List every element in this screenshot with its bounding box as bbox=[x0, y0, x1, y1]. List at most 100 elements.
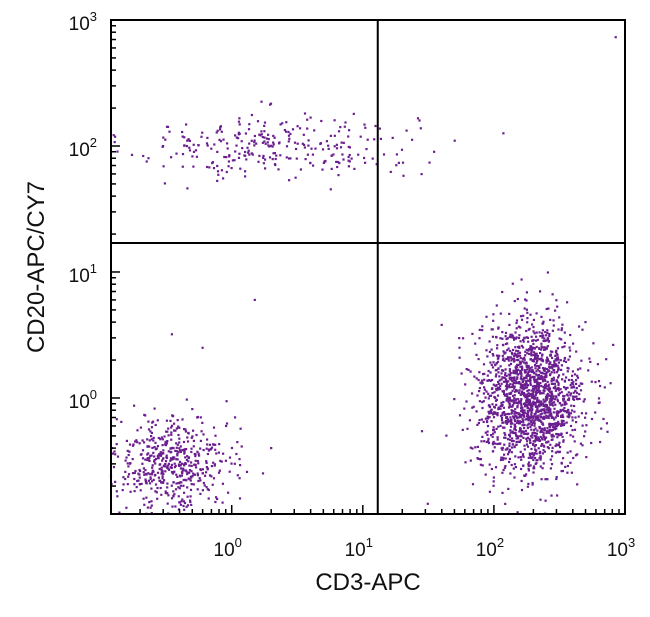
event-point bbox=[173, 456, 176, 459]
event-point bbox=[379, 137, 382, 140]
event-point bbox=[153, 446, 156, 449]
event-point bbox=[574, 389, 577, 392]
event-point bbox=[533, 375, 536, 378]
event-point bbox=[489, 379, 492, 382]
event-point bbox=[491, 392, 494, 395]
event-point bbox=[531, 422, 535, 425]
event-point bbox=[495, 398, 498, 401]
event-point bbox=[400, 148, 404, 151]
event-point bbox=[127, 475, 130, 478]
event-point bbox=[539, 363, 542, 366]
event-point bbox=[501, 354, 504, 357]
event-point bbox=[309, 116, 312, 119]
event-point bbox=[556, 398, 559, 401]
event-point bbox=[515, 412, 518, 415]
event-point bbox=[544, 499, 547, 502]
event-point bbox=[532, 443, 535, 446]
event-point bbox=[143, 503, 146, 506]
event-point bbox=[535, 370, 538, 373]
event-point bbox=[532, 454, 535, 457]
event-point bbox=[226, 147, 229, 150]
event-point bbox=[185, 479, 188, 482]
event-point bbox=[223, 155, 226, 159]
event-point bbox=[548, 401, 551, 404]
event-point bbox=[353, 167, 356, 170]
event-point bbox=[517, 381, 520, 384]
event-point bbox=[542, 389, 545, 392]
event-point bbox=[556, 436, 559, 439]
event-point bbox=[433, 150, 436, 153]
event-point bbox=[289, 132, 292, 135]
event-point bbox=[599, 384, 602, 388]
event-point bbox=[134, 469, 137, 473]
event-point bbox=[508, 460, 511, 464]
event-point bbox=[527, 467, 530, 470]
event-point bbox=[567, 378, 571, 382]
event-point bbox=[237, 120, 241, 123]
event-point bbox=[460, 372, 463, 375]
event-point bbox=[520, 413, 524, 417]
event-point bbox=[170, 156, 173, 159]
event-point bbox=[314, 147, 317, 150]
event-point bbox=[565, 376, 568, 379]
event-point bbox=[560, 422, 563, 425]
event-point bbox=[597, 380, 601, 383]
event-point bbox=[570, 378, 573, 382]
event-point bbox=[531, 393, 534, 396]
event-point bbox=[321, 168, 324, 171]
event-point bbox=[234, 416, 237, 419]
event-point bbox=[562, 440, 565, 443]
event-point bbox=[520, 372, 523, 375]
event-point bbox=[402, 174, 405, 177]
event-point bbox=[474, 446, 477, 449]
event-point bbox=[557, 369, 560, 372]
event-point bbox=[168, 468, 171, 471]
event-point bbox=[515, 349, 518, 352]
event-point bbox=[175, 427, 178, 430]
event-point bbox=[194, 459, 197, 462]
event-point bbox=[511, 383, 514, 386]
event-point bbox=[544, 403, 547, 406]
event-point bbox=[165, 442, 168, 445]
event-point bbox=[563, 395, 566, 398]
event-point bbox=[145, 481, 148, 485]
event-point bbox=[462, 337, 465, 340]
event-point bbox=[580, 359, 583, 362]
event-point bbox=[541, 346, 544, 349]
event-point bbox=[160, 453, 163, 456]
event-point bbox=[364, 161, 367, 164]
event-point bbox=[581, 424, 584, 427]
event-point bbox=[540, 478, 543, 481]
y-tick-label: 100 bbox=[69, 387, 97, 413]
event-point bbox=[567, 416, 571, 419]
event-point bbox=[541, 367, 545, 370]
event-point bbox=[485, 440, 488, 444]
event-point bbox=[525, 394, 528, 397]
event-point bbox=[547, 440, 550, 443]
event-point bbox=[127, 473, 131, 476]
event-point bbox=[579, 442, 582, 445]
event-point bbox=[551, 329, 554, 332]
event-point bbox=[542, 444, 545, 447]
event-point bbox=[560, 327, 563, 330]
event-point bbox=[508, 457, 511, 460]
event-point bbox=[170, 463, 173, 466]
event-point bbox=[572, 456, 575, 460]
event-point bbox=[162, 136, 165, 139]
event-point bbox=[244, 170, 247, 173]
event-point bbox=[565, 410, 568, 413]
event-point bbox=[527, 406, 530, 409]
event-point bbox=[262, 162, 265, 165]
event-point bbox=[166, 482, 169, 485]
event-point bbox=[171, 456, 175, 459]
event-point bbox=[549, 391, 552, 394]
event-point bbox=[532, 378, 536, 381]
event-point bbox=[518, 430, 521, 433]
event-point bbox=[465, 368, 468, 371]
event-point bbox=[533, 379, 536, 382]
event-point bbox=[181, 448, 184, 452]
event-point bbox=[540, 392, 543, 395]
event-point bbox=[313, 129, 316, 132]
event-point bbox=[263, 136, 266, 139]
event-point bbox=[526, 395, 529, 398]
